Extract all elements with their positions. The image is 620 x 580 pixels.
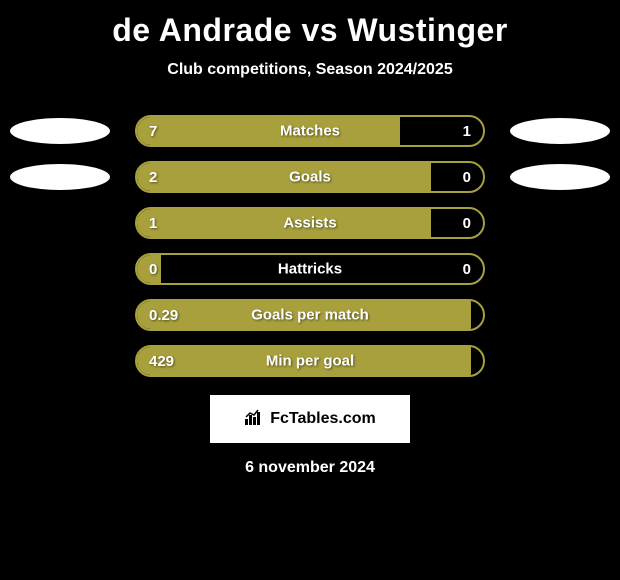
stat-value-right	[471, 347, 483, 375]
stat-row: 20 Goals	[0, 161, 620, 193]
stat-value-right: 0	[431, 163, 483, 191]
stat-value-left: 7	[137, 117, 400, 145]
player-marker-left	[10, 164, 110, 190]
stat-row: 0.29Goals per match	[0, 299, 620, 331]
stat-label: Matches	[280, 123, 340, 140]
date-label: 6 november 2024	[0, 459, 620, 477]
stat-value-right: 1	[400, 117, 483, 145]
chart-icon	[244, 409, 264, 430]
player-marker-right	[510, 164, 610, 190]
stat-bar: 00Hattricks	[135, 253, 485, 285]
page-title: de Andrade vs Wustinger	[0, 0, 620, 49]
stat-label: Assists	[283, 215, 336, 232]
brand-badge: FcTables.com	[210, 395, 410, 443]
stat-row: 00Hattricks	[0, 253, 620, 285]
stat-label: Goals	[289, 169, 331, 186]
stat-label: Min per goal	[266, 353, 354, 370]
stat-bar: 10Assists	[135, 207, 485, 239]
page-subtitle: Club competitions, Season 2024/2025	[0, 61, 620, 79]
stat-value-left: 0	[137, 255, 161, 283]
stat-bar: 71 Matches	[135, 115, 485, 147]
stat-value-right: 0	[431, 209, 483, 237]
comparison-chart: 71 Matches 20 Goals 1 0 Assists 0 0 Hattricks 0.29…	[0, 115, 620, 377]
stat-row: 10Assists	[0, 207, 620, 239]
stat-value-left: 2	[137, 163, 431, 191]
stat-label: Goals per match	[251, 307, 369, 324]
player-marker-left	[10, 118, 110, 144]
stat-value-right	[471, 301, 483, 329]
stat-bar: 0.29Goals per match	[135, 299, 485, 331]
stat-row: 429Min per goal	[0, 345, 620, 377]
brand-label: FcTables.com	[270, 410, 376, 428]
stat-bar: 20 Goals	[135, 161, 485, 193]
stat-row: 71 Matches	[0, 115, 620, 147]
stat-label: Hattricks	[278, 261, 342, 278]
stat-bar: 429Min per goal	[135, 345, 485, 377]
player-marker-right	[510, 118, 610, 144]
